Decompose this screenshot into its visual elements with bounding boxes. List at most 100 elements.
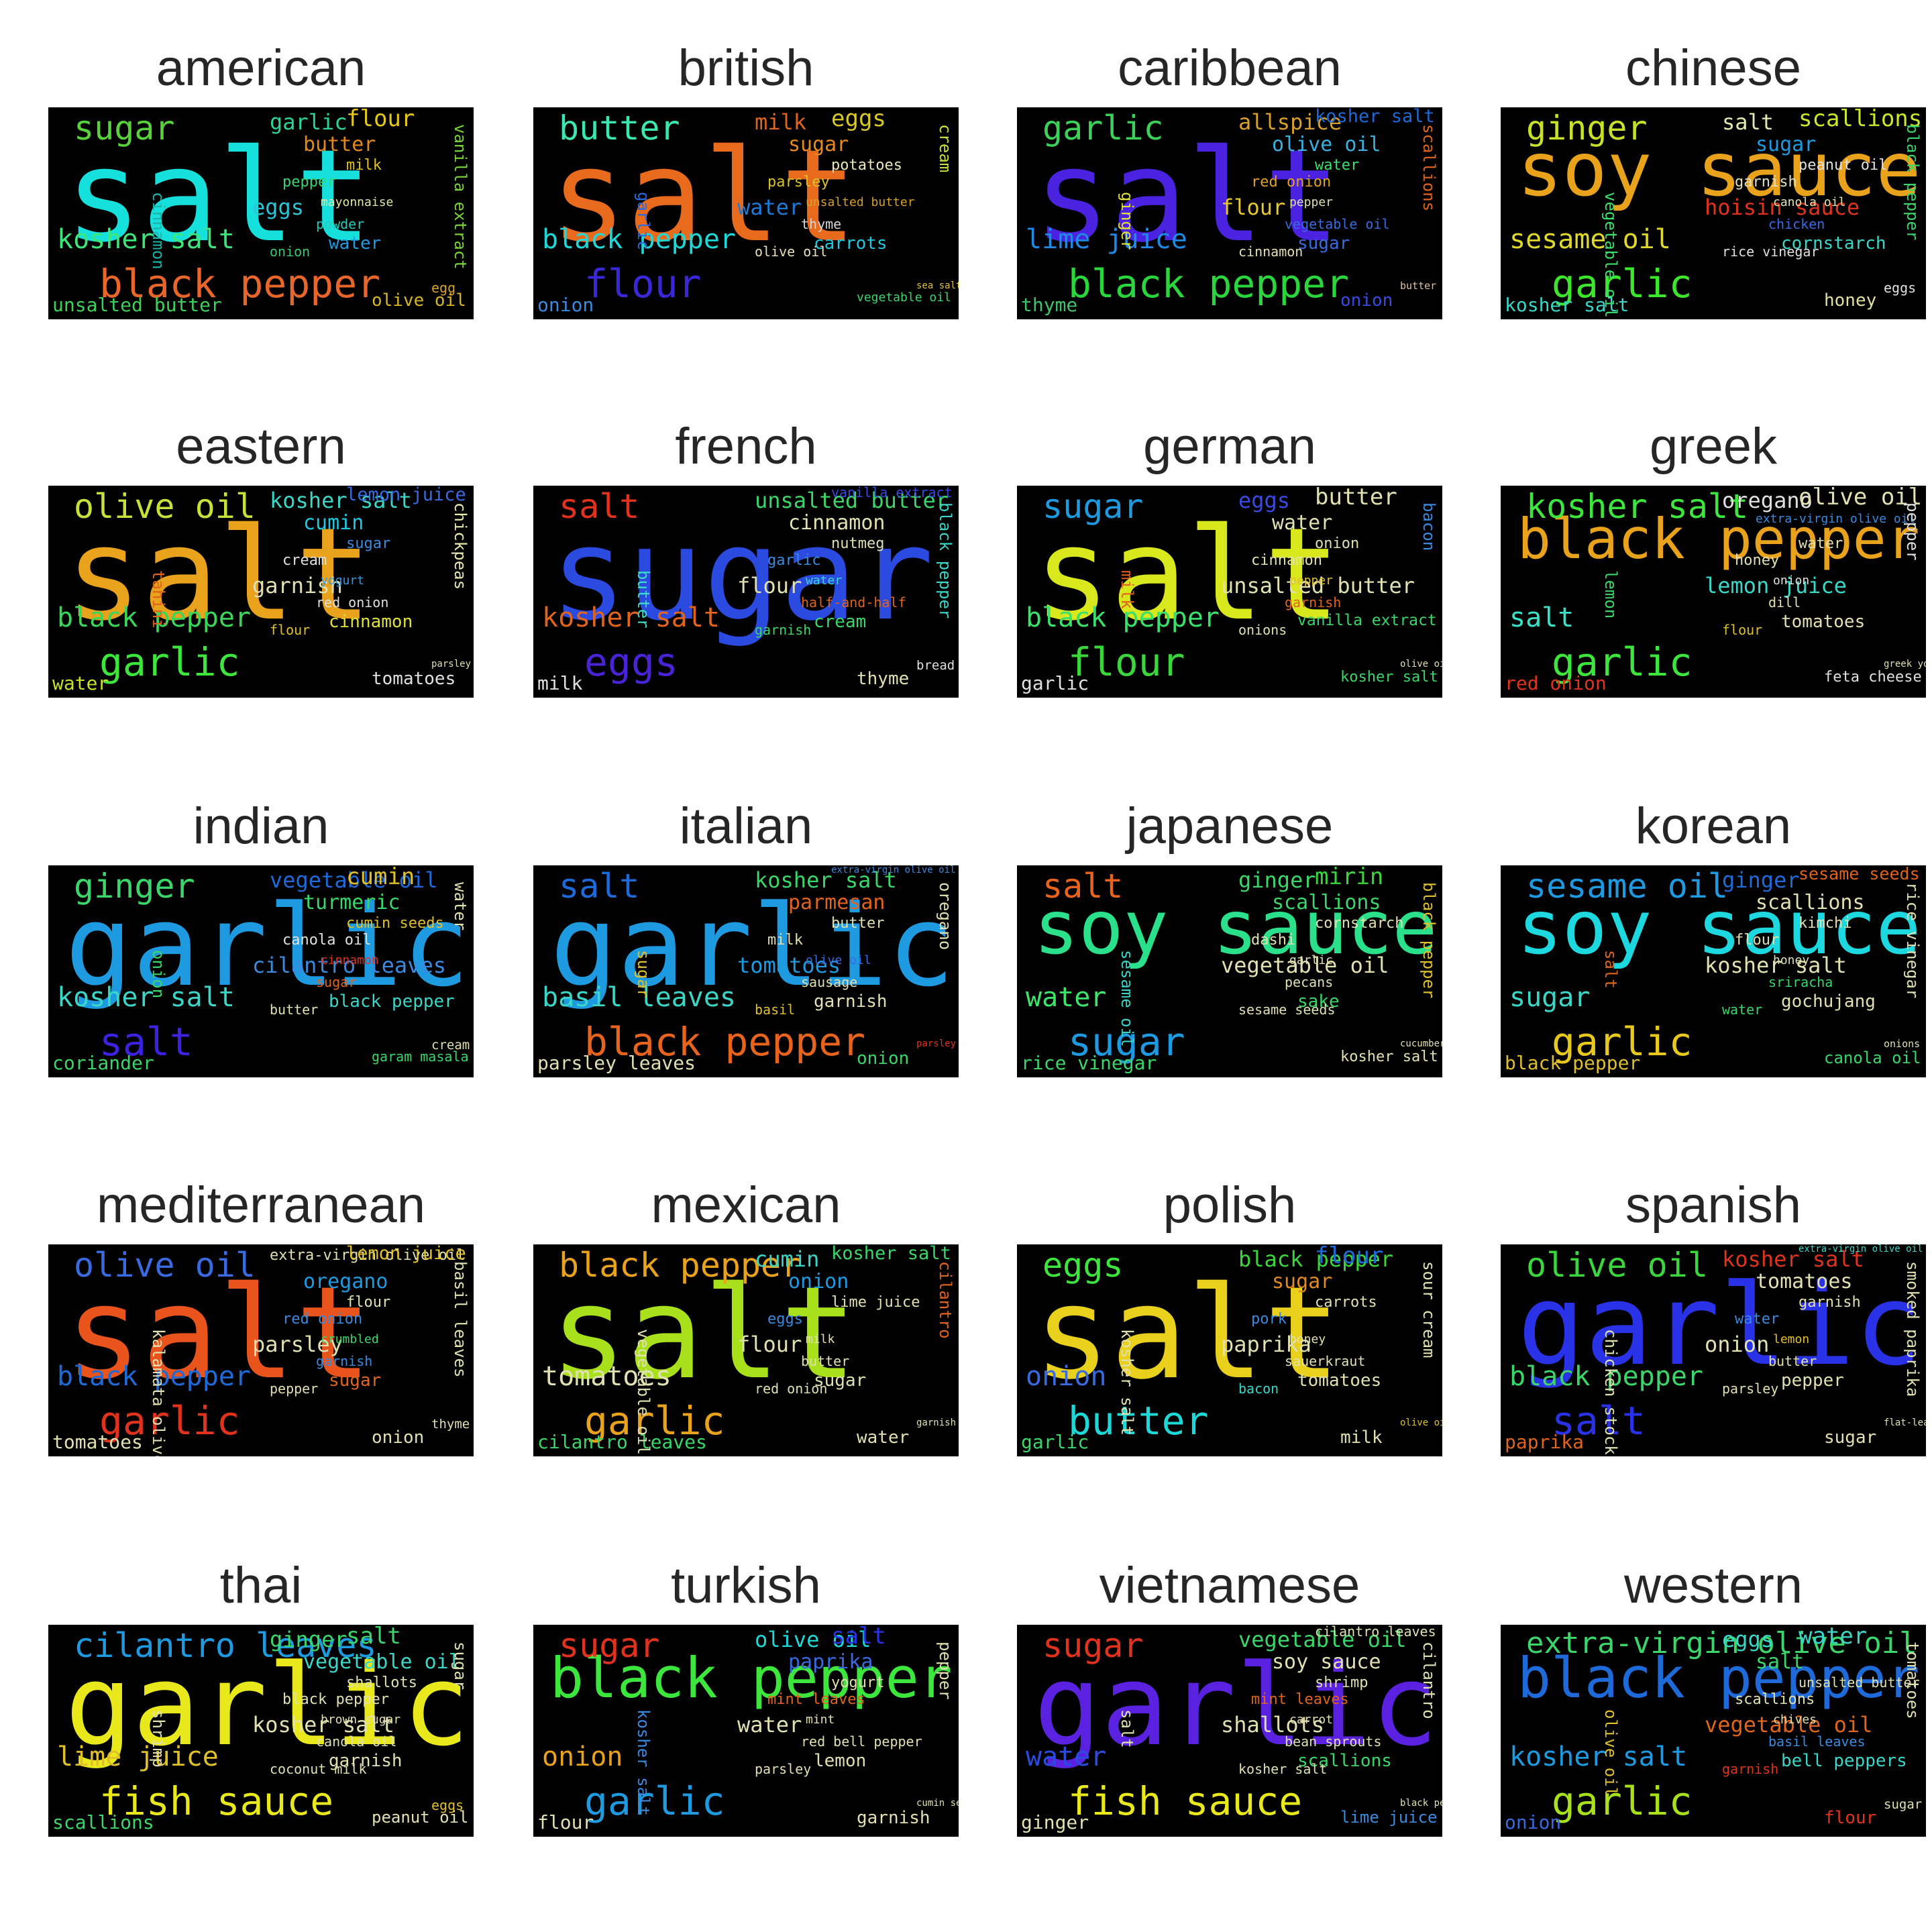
wordcloud-word: butter <box>1768 1353 1817 1369</box>
wordcloud-panel: american salt black pepper sugar kosher salt… <box>48 40 474 319</box>
wordcloud-panel: vietnamese garlic fish sauce sugar water vege… <box>1017 1558 1442 1837</box>
wordcloud-word: kosher salt <box>1238 1761 1328 1777</box>
wordcloud-word: shallots <box>1221 1712 1325 1737</box>
wordcloud-word: pepper <box>1289 195 1334 209</box>
panel-title: western <box>1623 1557 1803 1614</box>
wordcloud-word: lemon <box>814 1751 867 1771</box>
wordcloud-word: red onion <box>316 594 389 610</box>
wordcloud-word: olive oil <box>74 1246 256 1285</box>
wordcloud-word: dill <box>1768 594 1801 610</box>
wordcloud-word: powder <box>316 216 365 232</box>
wordcloud-word: garnish <box>1799 1294 1861 1311</box>
wordcloud-word: greek yogurt <box>1884 659 1926 669</box>
wordcloud-word: cumin seeds <box>916 1798 959 1809</box>
wordcloud-word: bacon <box>1238 1381 1279 1397</box>
wordcloud-word: garnish <box>755 622 812 638</box>
wordcloud-word: sea salt <box>916 280 959 291</box>
wordcloud-word: black pepper <box>559 1246 802 1285</box>
wordcloud-panel: thai garlic fish sauce cilantro leaves lime … <box>48 1558 474 1837</box>
wordcloud-word: unsalted butter <box>52 294 222 316</box>
wordcloud-word: butter <box>270 1002 319 1018</box>
wordcloud-word: black pepper <box>1238 1246 1394 1272</box>
wordcloud-panel: mexican salt garlic black pepper tomatoes cum… <box>533 1177 959 1456</box>
wordcloud-word: kosher salt <box>755 867 897 893</box>
wordcloud-word: honey <box>1289 1332 1326 1346</box>
wordcloud-word: garnish <box>329 1751 402 1771</box>
wordcloud-word: ginger <box>1118 192 1136 250</box>
wordcloud-word: scallions <box>1419 124 1438 212</box>
wordcloud-word: water <box>857 1428 910 1448</box>
wordcloud-word: parsley <box>767 174 830 191</box>
wordcloud-word: butter <box>1315 486 1397 511</box>
wordcloud-word: paprika <box>1221 1332 1311 1357</box>
panel-title: eastern <box>176 418 346 475</box>
wordcloud-word: brown sugar <box>321 1713 401 1727</box>
wordcloud-word: sugar <box>559 1626 660 1665</box>
wordcloud-word: shallots <box>346 1674 417 1691</box>
wordcloud-word: black pepper <box>1400 1798 1442 1809</box>
wordcloud-word: sugar <box>1042 1626 1144 1665</box>
wordcloud-word: basil leaves <box>1768 1733 1866 1750</box>
wordcloud-word: kosher salt <box>57 224 235 255</box>
wordcloud-word: peanut oil <box>1799 157 1888 174</box>
wordcloud-word: water <box>1272 511 1333 535</box>
wordcloud-word: cinnamon <box>1251 552 1322 569</box>
wordcloud-word: garam masala <box>372 1049 469 1065</box>
wordcloud-word: onion <box>1705 1332 1770 1357</box>
wordcloud-word: water <box>1722 1002 1763 1018</box>
wordcloud-word: cream <box>431 1038 470 1053</box>
wordcloud-word: eggs <box>252 195 305 220</box>
wordcloud-word: red onion <box>282 1311 363 1328</box>
wordcloud-word: vanilla extract <box>451 124 470 270</box>
wordcloud-word: pepper <box>1903 502 1922 561</box>
wordcloud-panel: italian garlic black pepper salt basil leave… <box>533 798 959 1077</box>
wordcloud-word: eggs <box>1884 280 1917 296</box>
wordcloud-word: water <box>1026 1741 1107 1772</box>
wordcloud-word: water <box>1735 1311 1780 1328</box>
wordcloud-word: salt <box>65 1259 372 1407</box>
wordcloud-word: flour <box>1735 932 1780 949</box>
wordcloud-word: red bell pepper <box>801 1733 922 1750</box>
wordcloud-word: onion <box>857 1049 910 1069</box>
wordcloud-word: black pepper <box>57 1361 251 1392</box>
panel-title: thai <box>219 1557 303 1614</box>
wordcloud-word: eggs <box>1722 1627 1774 1652</box>
wordcloud-word: black pepper <box>329 991 455 1012</box>
wordcloud-panel: indian garlic salt ginger kosher salt vegetab… <box>48 798 474 1077</box>
wordcloud-word: vegetable oil <box>1705 1712 1873 1737</box>
wordcloud-word: chives <box>1773 1713 1817 1727</box>
wordcloud-panel: eastern salt garlic olive oil black pepper ko… <box>48 419 474 698</box>
wordcloud-word: salt <box>1601 950 1620 989</box>
wordcloud-word: lime juice <box>1026 224 1187 255</box>
wordcloud-word: salt <box>1509 602 1574 633</box>
wordcloud-word: nutmeg <box>831 535 885 552</box>
wordcloud-word: vegetable oil <box>1285 216 1390 232</box>
wordcloud-word: flour <box>1315 1244 1384 1269</box>
wordcloud-word: kosher salt <box>542 602 720 633</box>
wordcloud-image: garlic salt ginger kosher salt vegetable oil… <box>48 865 474 1077</box>
wordcloud-word: butter <box>303 133 376 156</box>
wordcloud-word: water <box>329 233 382 254</box>
wordcloud-word: olive oil <box>1601 1709 1620 1797</box>
wordcloud-word: garlic <box>99 639 240 685</box>
wordcloud-word: carrots <box>1315 1294 1377 1311</box>
wordcloud-word: carrot <box>1289 1713 1334 1727</box>
wordcloud-word: honey <box>1735 552 1780 569</box>
wordcloud-image: salt black pepper garlic lime juice allspice… <box>1017 107 1442 319</box>
wordcloud-word: fish sauce <box>99 1778 334 1824</box>
wordcloud-image: soy sauce sugar salt water ginger mirin scalli… <box>1017 865 1442 1077</box>
wordcloud-word: extra-virgin olive oil <box>1526 1626 1917 1660</box>
wordcloud-word: tomatoes <box>737 953 841 978</box>
wordcloud-word: garlic <box>1289 953 1334 967</box>
wordcloud-word: onion <box>149 950 168 999</box>
wordcloud-word: sugar <box>1884 1797 1923 1812</box>
wordcloud-word: cumin <box>755 1246 820 1272</box>
wordcloud-word: kosher salt <box>57 982 235 1013</box>
wordcloud-word: black pepper <box>57 602 251 633</box>
wordcloud-word: flour <box>270 622 311 638</box>
wordcloud-word: pecans <box>1285 974 1334 990</box>
wordcloud-word: black pepper <box>282 1691 389 1708</box>
wordcloud-word: cream <box>282 552 327 569</box>
wordcloud-word: cornstarch <box>1781 233 1886 254</box>
wordcloud-word: flour <box>346 107 415 132</box>
